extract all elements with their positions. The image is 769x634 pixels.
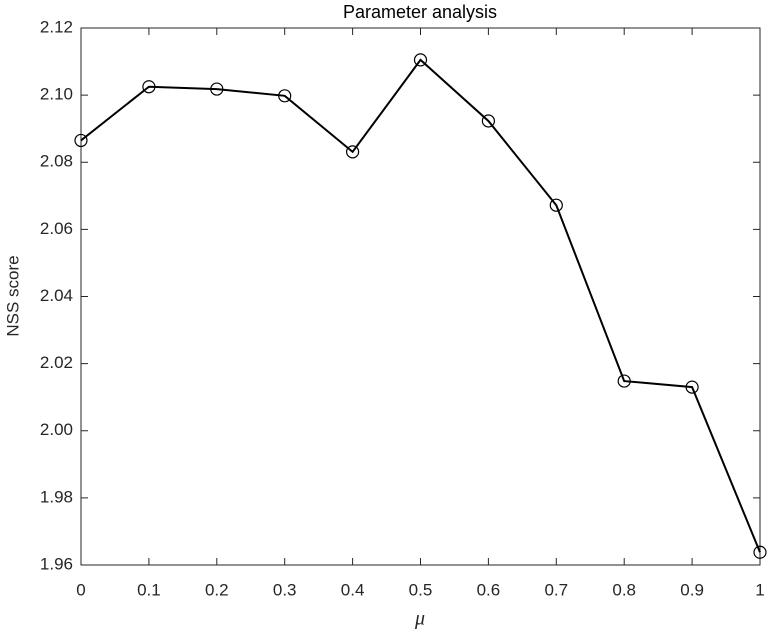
x-tick-label: 0.7 (544, 580, 568, 599)
y-tick-label: 1.98 (40, 487, 73, 506)
marker (346, 145, 360, 159)
y-tick-label: 2.08 (40, 152, 73, 171)
marker (413, 53, 428, 67)
y-axis-label: NSS score (3, 255, 22, 336)
marker (753, 545, 767, 559)
y-tick-label: 2.06 (40, 219, 73, 238)
y-tick-label: 1.96 (40, 554, 73, 573)
marker (142, 80, 156, 94)
marker (685, 380, 699, 394)
marker (278, 89, 292, 103)
x-tick-label: 0.4 (341, 580, 365, 599)
x-tick-label: 0.2 (205, 580, 229, 599)
plot-area (80, 27, 761, 566)
y-tick-label: 2.12 (40, 17, 73, 36)
marker (210, 82, 224, 96)
y-tick-label: 2.04 (40, 286, 73, 305)
x-tick-label: 0.5 (409, 580, 433, 599)
y-tick-label: 2.02 (40, 353, 73, 372)
x-axis-label: μ (414, 608, 425, 630)
x-tick-label: 0.1 (137, 580, 161, 599)
x-tick-label: 0.6 (477, 580, 501, 599)
x-tick-label: 0 (76, 580, 85, 599)
line (80, 58, 761, 553)
marker (74, 133, 88, 148)
x-tick-label: 1 (755, 580, 764, 599)
marker (549, 198, 563, 212)
marker (481, 114, 495, 128)
marker (617, 374, 631, 388)
x-tick-label: 0.3 (273, 580, 297, 599)
x-tick-label: 0.8 (612, 580, 636, 599)
y-tick-label: 2.00 (40, 420, 73, 439)
y-tick-label: 2.10 (40, 85, 73, 104)
chart-title: Parameter analysis (343, 2, 497, 22)
x-tick-label: 0.9 (680, 580, 704, 599)
